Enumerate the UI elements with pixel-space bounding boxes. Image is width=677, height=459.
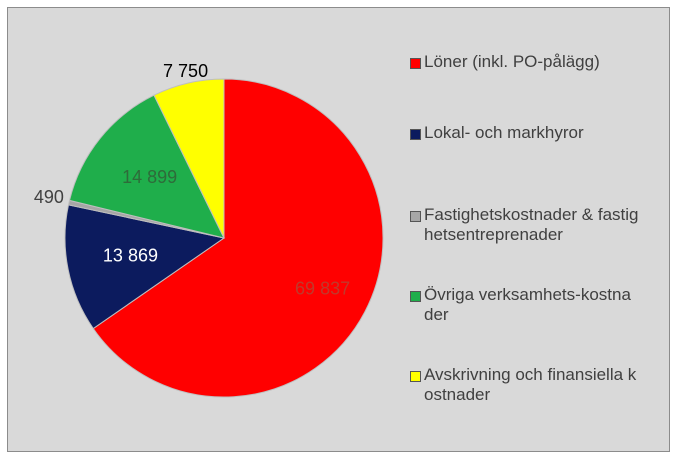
legend-label: Avskrivning och finansiella kostnader	[424, 365, 637, 404]
legend-swatch	[410, 371, 421, 382]
legend-item: Fastighetskostnader & fastighetsentrepre…	[410, 205, 640, 245]
legend-item: Övriga verksamhets-kostnader	[410, 285, 640, 325]
data-label: 69 837	[295, 278, 350, 298]
legend-swatch	[410, 211, 421, 222]
legend-label: Övriga verksamhets-kostnader	[424, 285, 631, 324]
data-label: 490	[34, 187, 64, 207]
data-label: 13 869	[103, 245, 158, 265]
legend-swatch	[410, 58, 421, 69]
legend-item: Lokal- och markhyror	[410, 123, 640, 143]
legend-item: Avskrivning och finansiella kostnader	[410, 365, 640, 405]
legend-swatch	[410, 129, 421, 140]
pie-slice	[64, 204, 226, 330]
legend-label: Löner (inkl. PO-pålägg)	[424, 52, 600, 71]
data-label: 7 750	[163, 61, 208, 81]
legend-item: Löner (inkl. PO-pålägg)	[410, 52, 640, 72]
legend-label: Lokal- och markhyror	[424, 123, 584, 142]
data-label: 14 899	[122, 167, 177, 187]
legend-label: Fastighetskostnader & fastighetsentrepre…	[424, 205, 639, 244]
pie-slice	[92, 78, 384, 398]
legend-swatch	[410, 291, 421, 302]
pie-slice	[68, 94, 225, 239]
pie-slice	[153, 78, 225, 239]
